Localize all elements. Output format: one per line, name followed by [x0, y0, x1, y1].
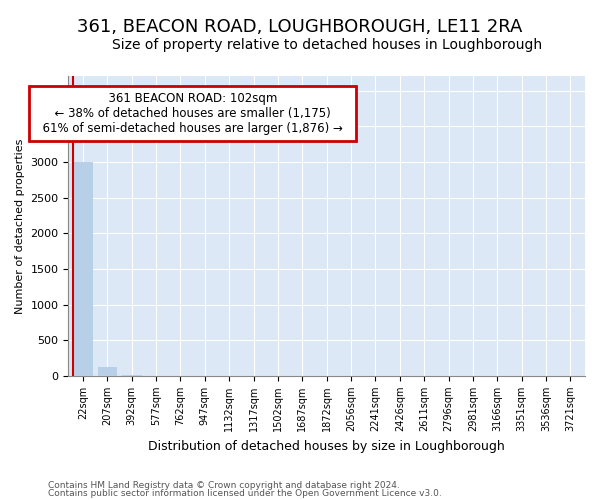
Y-axis label: Number of detached properties: Number of detached properties [15, 138, 25, 314]
Text: 361 BEACON ROAD: 102sqm  
  ← 38% of detached houses are smaller (1,175)  
  61%: 361 BEACON ROAD: 102sqm ← 38% of detache… [35, 92, 350, 135]
Text: 361, BEACON ROAD, LOUGHBOROUGH, LE11 2RA: 361, BEACON ROAD, LOUGHBOROUGH, LE11 2RA [77, 18, 523, 36]
Text: Contains public sector information licensed under the Open Government Licence v3: Contains public sector information licen… [48, 489, 442, 498]
Bar [98, 366, 117, 376]
Bar [122, 375, 142, 376]
Title: Size of property relative to detached houses in Loughborough: Size of property relative to detached ho… [112, 38, 542, 52]
Text: Contains HM Land Registry data © Crown copyright and database right 2024.: Contains HM Land Registry data © Crown c… [48, 480, 400, 490]
Bar [73, 162, 93, 376]
X-axis label: Distribution of detached houses by size in Loughborough: Distribution of detached houses by size … [148, 440, 505, 452]
